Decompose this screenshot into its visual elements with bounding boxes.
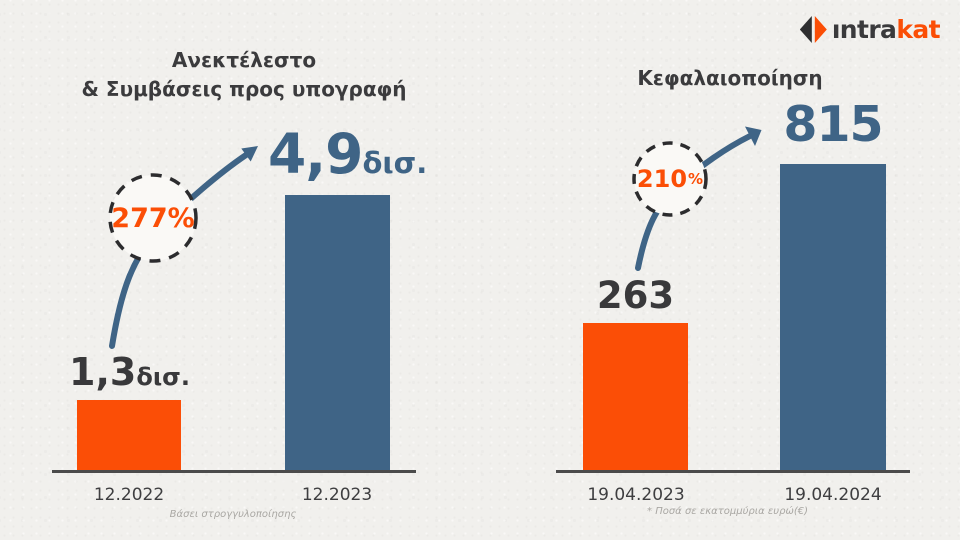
left-chart-baseline bbox=[52, 470, 416, 473]
right-chart-footnote: * Ποσά σε εκατομμύρια ευρώ(€) bbox=[647, 506, 808, 517]
intrakat-diamond-icon bbox=[799, 16, 827, 43]
bar-cap-2023 bbox=[583, 323, 688, 471]
value-number: 4,9 bbox=[268, 122, 363, 186]
left-growth-arrowhead-icon bbox=[241, 146, 258, 162]
value-number: 1,3 bbox=[69, 350, 137, 394]
value-label-cap-2024: 815 bbox=[772, 96, 894, 153]
x-label-19-04-2024: 19.04.2024 bbox=[784, 485, 882, 505]
left-chart-title: Ανεκτέλεστο & Συμβάσεις προς υπογραφή bbox=[44, 46, 444, 104]
value-number: 815 bbox=[783, 96, 883, 153]
bar-cap-2024 bbox=[780, 164, 886, 471]
value-number: 263 bbox=[596, 274, 675, 317]
right-chart-baseline bbox=[556, 470, 910, 473]
x-label-12-2022: 12.2022 bbox=[93, 485, 165, 505]
bar-backlog-2022 bbox=[77, 400, 181, 471]
wordmark-accent: kat bbox=[896, 15, 940, 44]
right-growth-badge: 210% bbox=[633, 159, 707, 199]
left-growth-badge: 277% bbox=[108, 195, 198, 241]
right-growth-percent-sign: % bbox=[688, 170, 704, 188]
x-label-12-2023: 12.2023 bbox=[301, 485, 373, 505]
x-label-19-04-2023: 19.04.2023 bbox=[587, 485, 685, 505]
value-label-backlog-2022: 1,3δισ. bbox=[57, 350, 202, 394]
value-suffix: δισ. bbox=[362, 146, 428, 180]
left-chart-title-line1: Ανεκτέλεστο bbox=[171, 48, 317, 72]
right-chart-title: Κεφαλαιοποίηση bbox=[580, 64, 880, 93]
right-growth-arrow-curve bbox=[635, 133, 753, 271]
left-chart-title-line2: & Συμβάσεις προς υπογραφή bbox=[81, 77, 407, 101]
value-suffix: δισ. bbox=[136, 363, 190, 391]
right-growth-arrowhead-icon bbox=[745, 126, 762, 146]
intrakat-logo: ıntrakat bbox=[799, 15, 941, 44]
value-label-cap-2023: 263 bbox=[583, 274, 688, 317]
right-growth-value: 210 bbox=[636, 165, 688, 193]
value-label-backlog-2023: 4,9δισ. bbox=[268, 122, 427, 186]
left-growth-percent-sign: % bbox=[167, 202, 195, 234]
left-growth-arrow-curve bbox=[109, 152, 249, 349]
wordmark-dark: ıntra bbox=[831, 15, 897, 44]
left-growth-value: 277 bbox=[111, 202, 168, 234]
bar-backlog-2023 bbox=[285, 195, 390, 471]
left-chart-footnote: Βάσει στρογγυλοποίησης bbox=[169, 509, 297, 520]
right-chart-title-line1: Κεφαλαιοποίηση bbox=[637, 66, 823, 90]
intrakat-wordmark: ıntrakat bbox=[831, 15, 941, 44]
